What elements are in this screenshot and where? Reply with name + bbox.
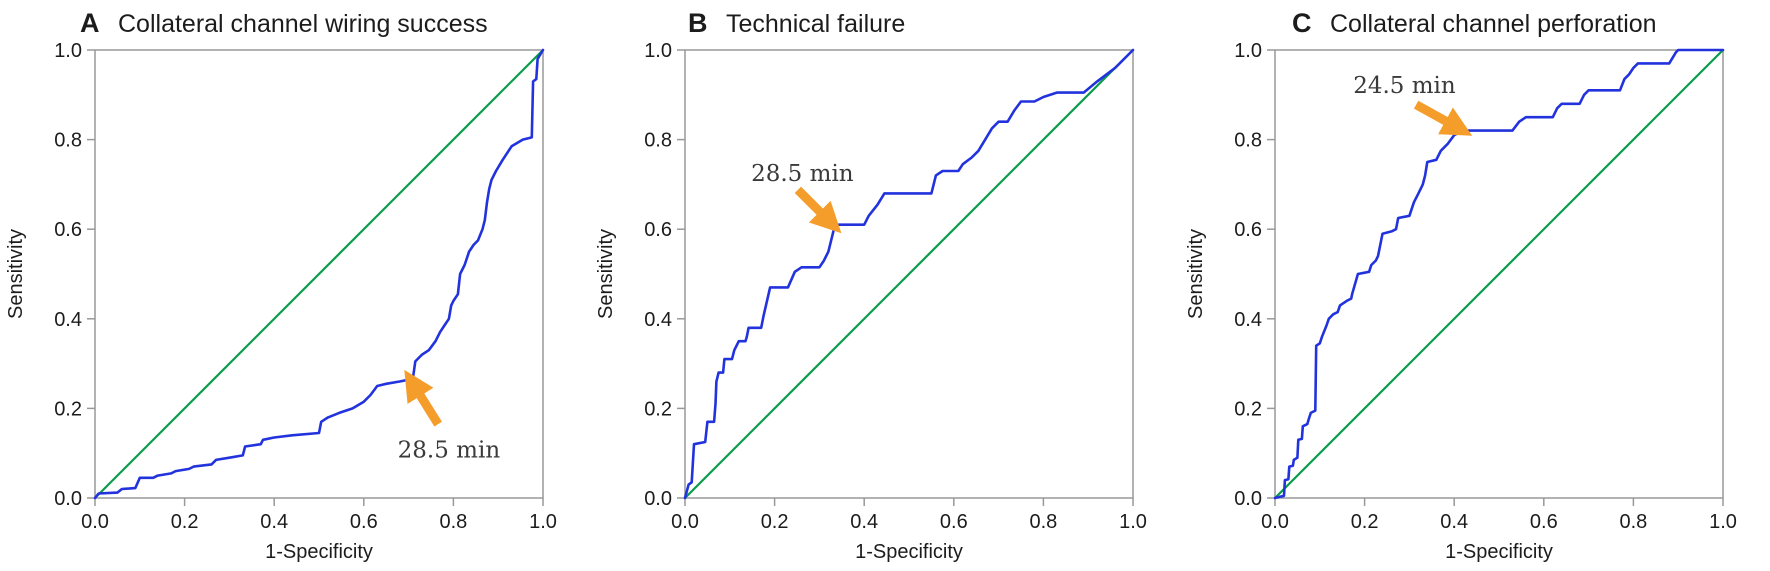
x-tick-label: 0.8 <box>1619 511 1647 533</box>
x-tick-label: 0.0 <box>1261 511 1289 533</box>
roc-plot-b: B Technical failure 0.0 0.2 0.4 0.6 0.8 1.00.… <box>595 8 1147 563</box>
plot-frame <box>94 49 544 499</box>
x-tick-label: 1.0 <box>1709 511 1737 533</box>
cutoff-arrow-icon <box>404 369 442 427</box>
cutoff-label: 28.5 min <box>751 161 854 187</box>
y-tick-label: 1.0 <box>644 40 672 62</box>
y-tick-label: 0.4 <box>54 309 82 331</box>
roc-curve <box>1273 48 1725 500</box>
x-tick-label: 0.6 <box>940 511 968 533</box>
panel-a: A Collateral channel wiring success 0.0 0… <box>0 0 590 571</box>
reference-line <box>1273 48 1725 500</box>
x-tick-label: 0.4 <box>260 511 288 533</box>
x-tick-label: 0.4 <box>850 511 878 533</box>
reference-line <box>93 48 545 500</box>
x-tick-label: 0.8 <box>1029 511 1057 533</box>
x-tick-label: 0.6 <box>1530 511 1558 533</box>
cutoff-label: 24.5 min <box>1353 73 1456 99</box>
panel-letter: B <box>688 8 708 38</box>
x-tick-label: 0.4 <box>1440 511 1468 533</box>
panel-letter: C <box>1292 8 1312 38</box>
y-tick-label: 0.8 <box>1234 130 1262 152</box>
roc-plot-c: C Collateral channel perforation 0.0 0.2 0… <box>1185 8 1737 563</box>
y-tick-label: 0.2 <box>54 398 82 420</box>
panel-c: C Collateral channel perforation 0.0 0.2 0… <box>1180 0 1770 571</box>
x-tick-label: 0.8 <box>439 511 467 533</box>
plot-frame <box>684 49 1134 499</box>
panel-letter: A <box>80 8 100 38</box>
ticks-layer: 0.0 0.2 0.4 0.6 0.8 1.0 0.0 0.2 0.4 0.6 0.8 1.0 <box>644 40 1147 533</box>
y-axis-title: Sensitivity <box>595 229 617 319</box>
y-tick-label: 0.2 <box>644 398 672 420</box>
y-axis-title: Sensitivity <box>5 229 27 319</box>
y-tick-label: 0.0 <box>1234 488 1262 510</box>
y-tick-label: 0.2 <box>1234 398 1262 420</box>
y-axis-title: Sensitivity <box>1185 229 1207 319</box>
x-tick-label: 1.0 <box>529 511 557 533</box>
x-axis-title: 1-Specificity <box>855 541 963 563</box>
ticks-layer: 0.0 0.2 0.4 0.6 0.8 1.0 0.0 0.2 0.4 0.6 0.8 1.0 <box>1234 40 1737 533</box>
roc-plot-a: A Collateral channel wiring success 0.0 0… <box>5 8 557 563</box>
x-tick-label: 1.0 <box>1119 511 1147 533</box>
curves-layer <box>1273 48 1725 500</box>
x-tick-label: 0.2 <box>761 511 789 533</box>
y-tick-label: 0.8 <box>644 130 672 152</box>
y-tick-label: 0.6 <box>644 219 672 241</box>
cutoff-arrow-icon <box>1413 100 1473 136</box>
panel-title: Collateral channel wiring success <box>118 10 488 38</box>
x-axis-title: 1-Specificity <box>1445 541 1553 563</box>
cutoff-label: 28.5 min <box>398 438 501 464</box>
curves-layer <box>93 48 545 500</box>
y-tick-label: 0.6 <box>54 219 82 241</box>
y-tick-label: 0.6 <box>1234 219 1262 241</box>
y-tick-label: 0.4 <box>644 309 672 331</box>
x-tick-label: 0.0 <box>81 511 109 533</box>
y-tick-label: 0.4 <box>1234 309 1262 331</box>
roc-curve <box>93 48 545 500</box>
panel-b: B Technical failure 0.0 0.2 0.4 0.6 0.8 1.0 0.… <box>590 0 1180 571</box>
x-axis-title: 1-Specificity <box>265 541 373 563</box>
x-tick-label: 0.2 <box>171 511 199 533</box>
y-tick-label: 0.0 <box>54 488 82 510</box>
plot-frame <box>1274 49 1724 499</box>
x-tick-label: 0.6 <box>350 511 378 533</box>
x-tick-label: 0.2 <box>1351 511 1379 533</box>
x-tick-label: 0.0 <box>671 511 699 533</box>
ticks-layer: 0.0 0.2 0.4 0.6 0.8 1.0 0.0 0.2 0.4 0.6 0.8 1.0 <box>54 40 557 533</box>
y-tick-label: 1.0 <box>54 40 82 62</box>
reference-line <box>683 48 1135 500</box>
panel-title: Technical failure <box>726 10 905 38</box>
cutoff-arrow-icon <box>794 186 842 234</box>
y-tick-label: 1.0 <box>1234 40 1262 62</box>
roc-curve <box>683 48 1135 500</box>
y-tick-label: 0.8 <box>54 130 82 152</box>
panel-title: Collateral channel perforation <box>1330 10 1657 38</box>
curves-layer <box>683 48 1135 500</box>
y-tick-label: 0.0 <box>644 488 672 510</box>
